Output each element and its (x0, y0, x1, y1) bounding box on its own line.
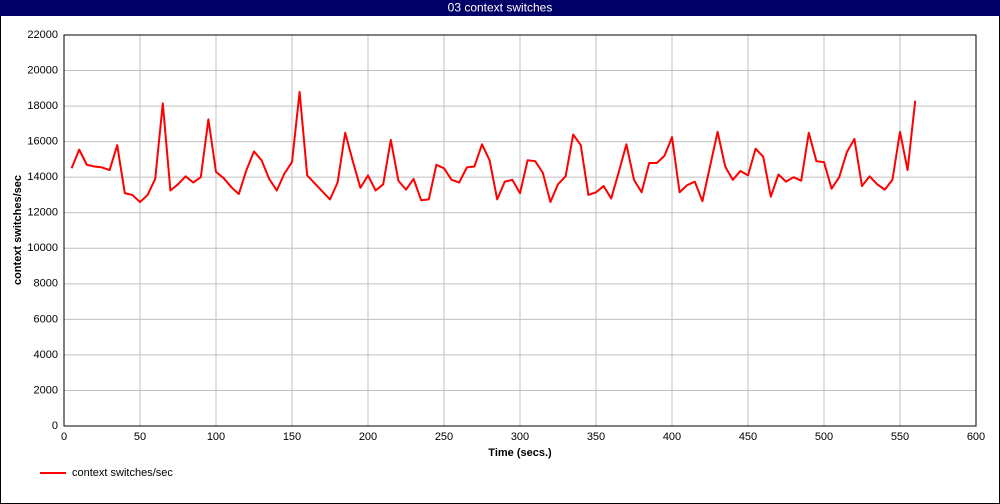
y-tick-label: 18000 (27, 100, 58, 112)
y-tick-label: 4000 (34, 349, 58, 361)
title-bar (0, 0, 1000, 16)
x-tick-label: 50 (134, 431, 146, 443)
x-tick-label: 300 (511, 431, 529, 443)
y-tick-label: 14000 (27, 171, 58, 183)
x-tick-label: 400 (663, 431, 681, 443)
y-tick-label: 2000 (34, 384, 58, 396)
y-axis-label: context switches/sec (12, 175, 24, 285)
x-tick-label: 200 (359, 431, 377, 443)
plot-border (63, 34, 977, 427)
x-tick-label: 350 (587, 431, 605, 443)
x-tick-label: 450 (739, 431, 757, 443)
y-tick-label: 12000 (27, 207, 58, 219)
y-tick-label: 20000 (27, 64, 58, 76)
data-line (70, 90, 917, 204)
x-tick-label: 500 (815, 431, 833, 443)
y-tick-label: 6000 (34, 313, 58, 325)
x-tick-label: 550 (891, 431, 909, 443)
y-tick-label: 0 (52, 420, 58, 432)
x-tick-label: 250 (435, 431, 453, 443)
x-tick-label: 150 (283, 431, 301, 443)
x-tick-label: 0 (61, 431, 67, 443)
y-tick-label: 16000 (27, 136, 58, 148)
x-tick-label: 100 (207, 431, 225, 443)
x-axis-label: Time (secs.) (488, 447, 552, 459)
y-tick-label: 22000 (27, 29, 58, 41)
y-tick-label: 8000 (34, 278, 58, 290)
legend-label: context switches/sec (72, 467, 173, 479)
x-tick-label: 600 (967, 431, 985, 443)
chart-title: 03 context switches (448, 1, 553, 15)
y-tick-label: 10000 (27, 242, 58, 254)
